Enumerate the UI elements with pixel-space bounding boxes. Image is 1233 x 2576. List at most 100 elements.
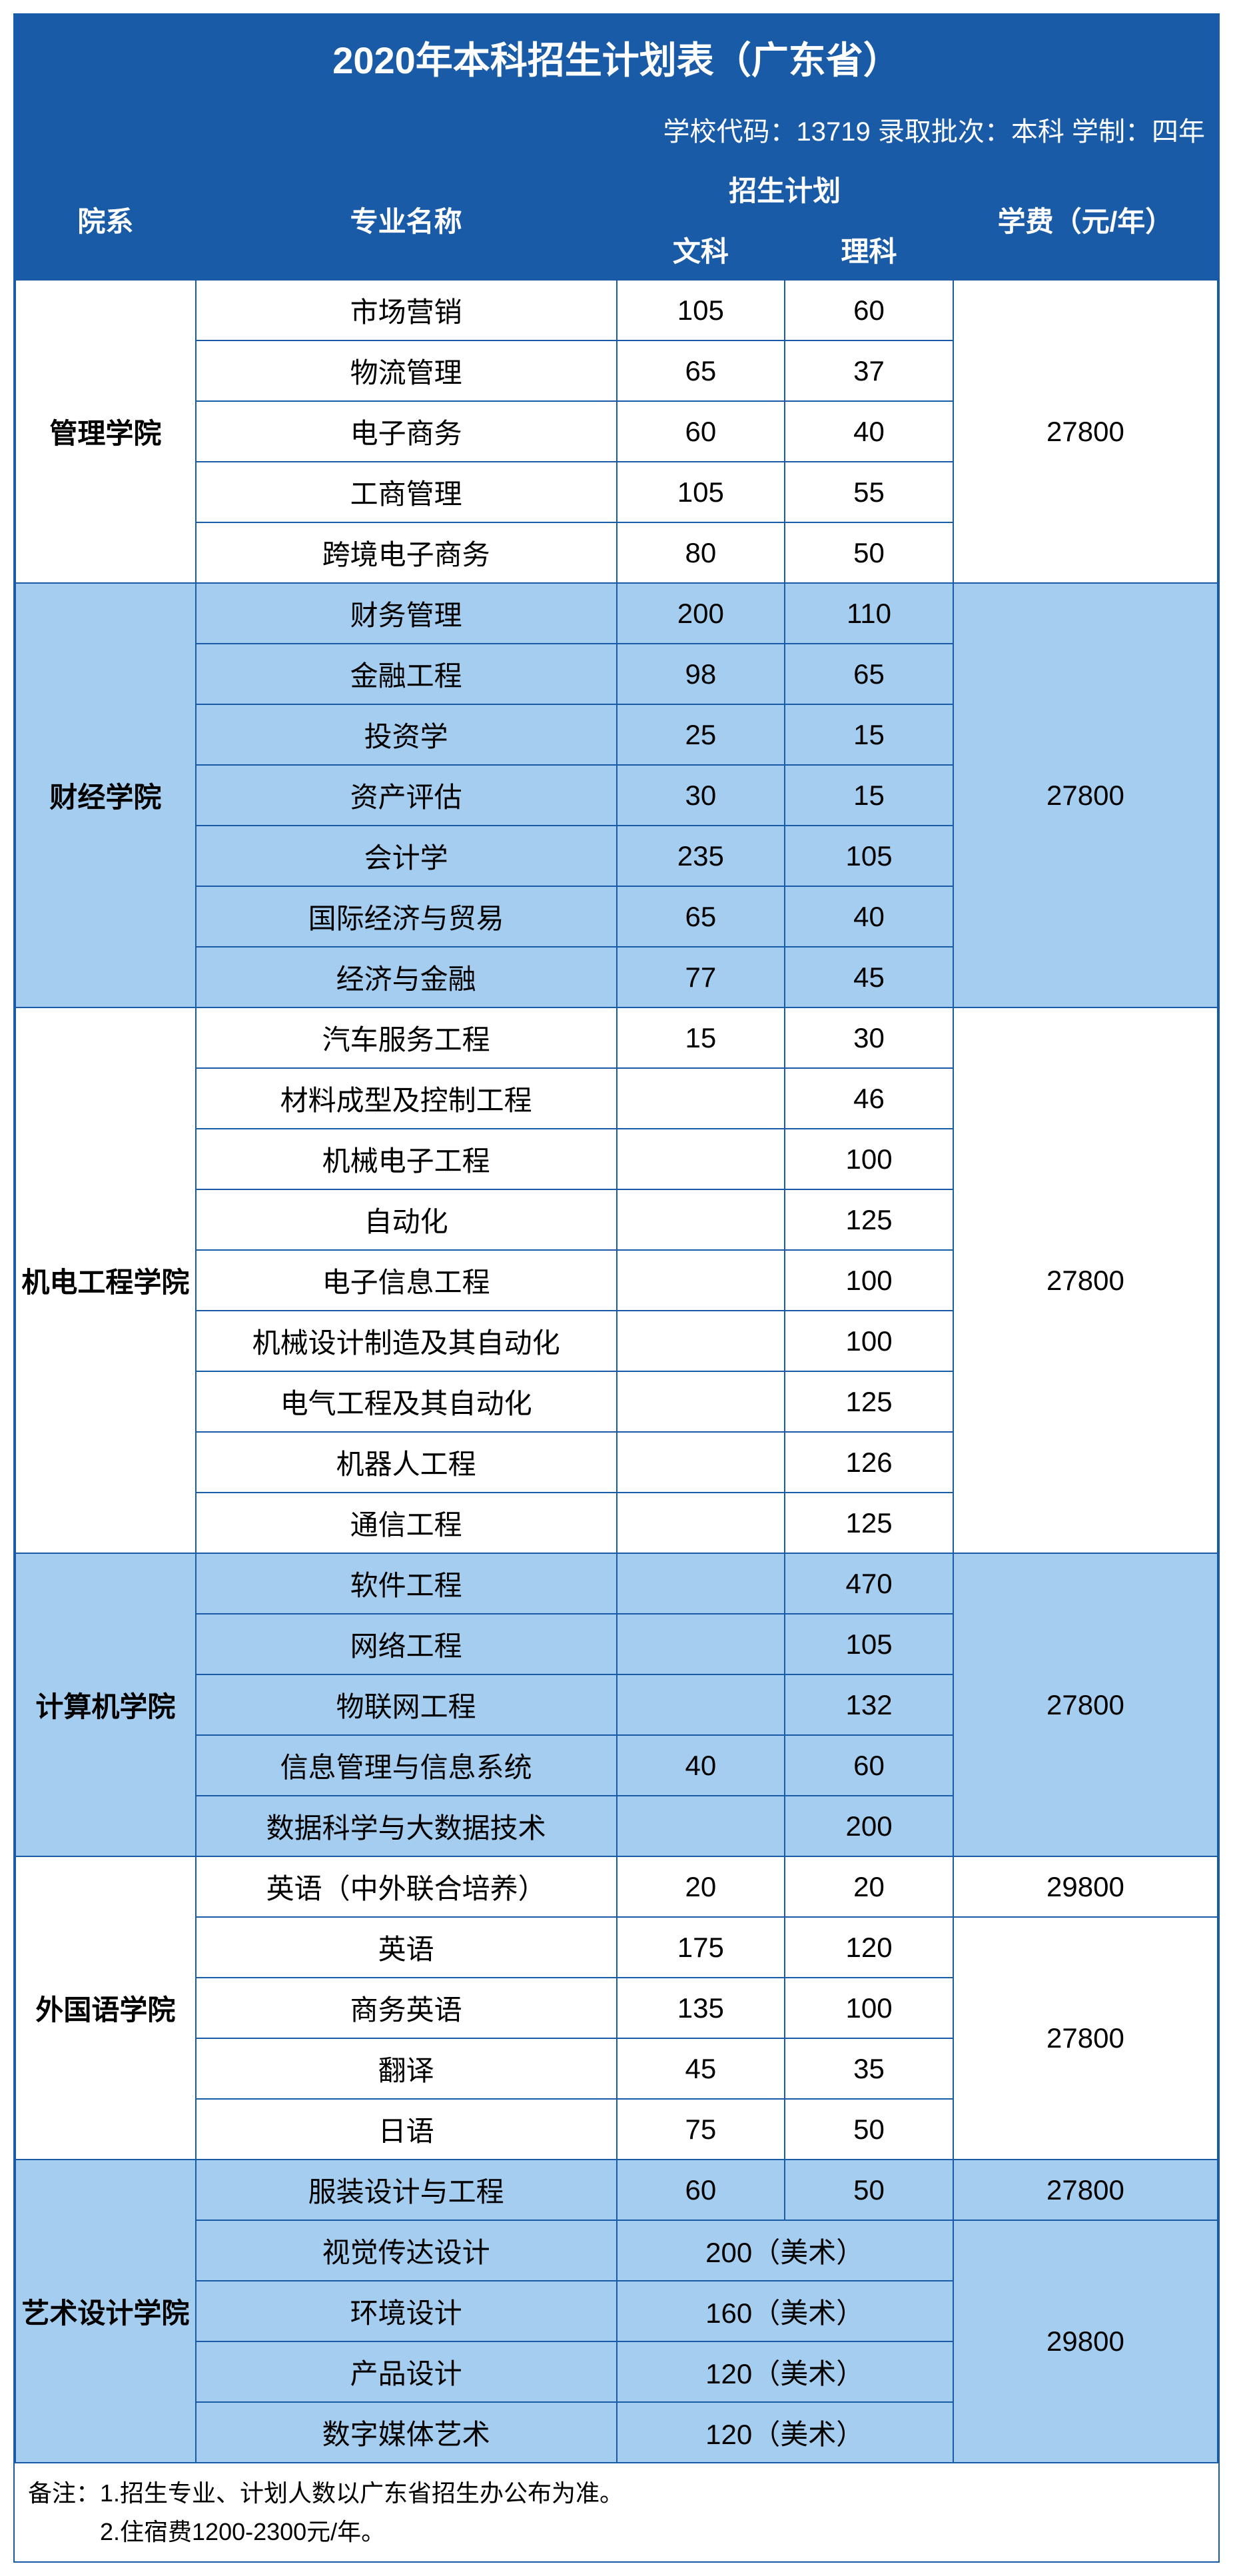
major-cell: 电气工程及其自动化 [196,1371,617,1432]
major-cell: 投资学 [196,704,617,765]
major-cell: 通信工程 [196,1493,617,1553]
wen-cell: 15 [617,1007,785,1068]
li-cell: 15 [785,704,953,765]
wen-cell [617,1129,785,1189]
dept-cell: 财经学院 [15,583,196,1007]
footer-note-1: 备注：1.招生专业、计划人数以广东省招生办公布为准。 [28,2474,1205,2513]
wen-cell [617,1189,785,1250]
dept-cell: 艺术设计学院 [15,2160,196,2463]
fee-cell: 27800 [953,583,1218,1007]
li-cell: 37 [785,340,953,401]
wen-cell: 60 [617,2160,785,2220]
major-cell: 机械设计制造及其自动化 [196,1311,617,1371]
li-cell: 45 [785,947,953,1007]
wen-cell: 65 [617,340,785,401]
major-cell: 物联网工程 [196,1674,617,1735]
fee-cell: 29800 [953,1856,1218,1917]
wen-cell: 105 [617,462,785,522]
wen-cell: 98 [617,644,785,704]
table-row: 财经学院财务管理20011027800 [15,583,1218,644]
major-cell: 服装设计与工程 [196,2160,617,2220]
major-cell: 资产评估 [196,765,617,826]
li-cell: 125 [785,1371,953,1432]
table-row: 艺术设计学院服装设计与工程605027800 [15,2160,1218,2220]
wen-cell [617,1432,785,1493]
dept-cell: 外国语学院 [15,1856,196,2160]
table-row: 外国语学院英语（中外联合培养）202029800 [15,1856,1218,1917]
wen-cell [617,1493,785,1553]
major-cell: 网络工程 [196,1614,617,1674]
major-cell: 日语 [196,2099,617,2160]
major-cell: 产品设计 [196,2341,617,2402]
wen-cell [617,1068,785,1129]
li-cell: 40 [785,401,953,462]
fee-cell: 27800 [953,2160,1218,2220]
header-plan: 招生计划 [617,159,953,219]
header-dept: 院系 [15,159,196,280]
wen-cell [617,1674,785,1735]
header-fee: 学费（元/年） [953,159,1218,280]
li-cell: 105 [785,1614,953,1674]
dept-cell: 管理学院 [15,280,196,583]
table-row: 计算机学院软件工程47027800 [15,1553,1218,1614]
major-cell: 电子商务 [196,401,617,462]
footer-notes: 备注：1.招生专业、计划人数以广东省招生办公布为准。 2.住宿费1200-230… [15,2463,1218,2561]
wen-cell: 105 [617,280,785,340]
major-cell: 材料成型及控制工程 [196,1068,617,1129]
fee-cell: 27800 [953,280,1218,583]
major-cell: 自动化 [196,1189,617,1250]
wen-cell: 135 [617,1978,785,2038]
major-cell: 跨境电子商务 [196,522,617,583]
major-cell: 机器人工程 [196,1432,617,1493]
header-major: 专业名称 [196,159,617,280]
enrollment-table: 院系 专业名称 招生计划 学费（元/年） 文科 理科 管理学院市场营销10560… [15,158,1218,2463]
info-bar: 学校代码：13719 录取批次：本科 学制：四年 [15,102,1218,158]
li-cell: 20 [785,1856,953,1917]
li-cell: 126 [785,1432,953,1493]
major-cell: 金融工程 [196,644,617,704]
wen-cell [617,1614,785,1674]
fee-cell: 27800 [953,1553,1218,1856]
wen-cell [617,1796,785,1856]
major-cell: 软件工程 [196,1553,617,1614]
wen-cell: 200 [617,583,785,644]
enrollment-table-container: 2020年本科招生计划表（广东省） 学校代码：13719 录取批次：本科 学制：… [13,13,1220,2563]
dept-cell: 机电工程学院 [15,1007,196,1553]
li-cell: 35 [785,2038,953,2099]
major-cell: 数字媒体艺术 [196,2402,617,2463]
li-cell: 55 [785,462,953,522]
major-cell: 商务英语 [196,1978,617,2038]
major-cell: 英语（中外联合培养） [196,1856,617,1917]
li-cell: 125 [785,1189,953,1250]
li-cell: 100 [785,1129,953,1189]
major-cell: 英语 [196,1917,617,1978]
merged-plan-cell: 120（美术） [617,2402,953,2463]
header-wen: 文科 [617,219,785,280]
li-cell: 110 [785,583,953,644]
dept-cell: 计算机学院 [15,1553,196,1856]
li-cell: 50 [785,522,953,583]
li-cell: 100 [785,1978,953,2038]
table-row: 管理学院市场营销1056027800 [15,280,1218,340]
wen-cell: 65 [617,886,785,947]
major-cell: 电子信息工程 [196,1250,617,1311]
footer-note-2: 2.住宿费1200-2300元/年。 [28,2513,1205,2551]
table-row: 英语17512027800 [15,1917,1218,1978]
li-cell: 60 [785,1735,953,1796]
wen-cell: 25 [617,704,785,765]
li-cell: 50 [785,2099,953,2160]
li-cell: 132 [785,1674,953,1735]
li-cell: 120 [785,1917,953,1978]
wen-cell [617,1311,785,1371]
page-title: 2020年本科招生计划表（广东省） [15,15,1218,102]
major-cell: 物流管理 [196,340,617,401]
table-row: 机电工程学院汽车服务工程153027800 [15,1007,1218,1068]
major-cell: 数据科学与大数据技术 [196,1796,617,1856]
wen-cell: 80 [617,522,785,583]
li-cell: 100 [785,1250,953,1311]
li-cell: 65 [785,644,953,704]
li-cell: 40 [785,886,953,947]
wen-cell [617,1553,785,1614]
major-cell: 汽车服务工程 [196,1007,617,1068]
wen-cell: 30 [617,765,785,826]
